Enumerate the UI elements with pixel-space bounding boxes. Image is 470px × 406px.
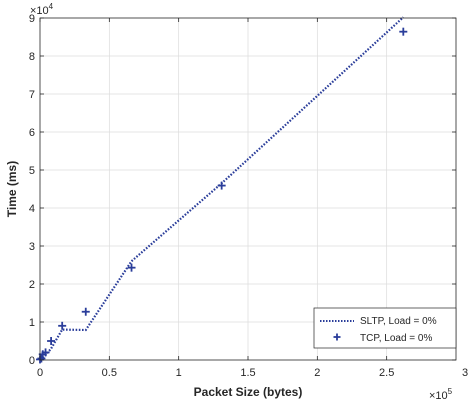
x-tick-label: 2.5: [379, 367, 394, 379]
x-tick-label: 3: [462, 367, 468, 379]
tcp-data-point: [41, 348, 50, 357]
grid: [40, 18, 456, 360]
x-tick-label: 0: [37, 367, 43, 379]
y-tick-label: 4: [29, 203, 35, 215]
tcp-data-point: [217, 181, 226, 190]
tcp-data-point: [37, 354, 46, 363]
y-tick-label: 5: [29, 165, 35, 177]
x-multiplier-exponent: 5: [448, 387, 453, 396]
legend-plus-marker: [333, 333, 341, 341]
legend-tcp-marker: [333, 333, 341, 341]
sltp-series-line: [39, 16, 405, 361]
x-axis-multiplier: ×105: [429, 387, 453, 402]
y-multiplier-base: ×10: [30, 5, 49, 17]
legend-box: [313, 307, 457, 349]
legend: SLTP, Load = 0% TCP, Load = 0%: [313, 307, 457, 349]
tcp-data-point: [127, 263, 136, 272]
tcp-data-point: [58, 321, 67, 330]
x-tick-label: 1.5: [240, 367, 255, 379]
tcp-data-point: [81, 307, 90, 316]
legend-tcp-label: TCP, Load = 0%: [360, 333, 432, 344]
y-tick-label: 6: [29, 127, 35, 139]
y-axis-multiplier: ×104: [30, 2, 54, 17]
y-axis-label: Time (ms): [5, 161, 19, 217]
y-tick-label: 1: [29, 317, 35, 329]
y-tick-label: 7: [29, 89, 35, 101]
y-multiplier-exponent: 4: [49, 2, 54, 11]
legend-sltp-label: SLTP, Load = 0%: [360, 316, 437, 327]
y-tick-label: 0: [29, 355, 35, 367]
ticks: 0 0.5 1 1.5 2 2.5 3 0 1 2 3 4 5 6 7 8 9: [29, 13, 468, 379]
y-tick-label: 8: [29, 51, 35, 63]
x-multiplier-base: ×10: [429, 390, 448, 402]
tcp-data-point: [47, 337, 56, 345]
x-axis-label: Packet Size (bytes): [194, 385, 303, 399]
tcp-data-point: [399, 27, 408, 36]
series-layer: [36, 16, 408, 364]
x-tick-label: 1: [176, 367, 182, 379]
x-tick-label: 0.5: [102, 367, 117, 379]
y-tick-label: 3: [29, 241, 35, 253]
y-tick-label: 2: [29, 279, 35, 291]
y-tick-label: 9: [29, 13, 35, 25]
x-tick-label: 2: [314, 367, 320, 379]
